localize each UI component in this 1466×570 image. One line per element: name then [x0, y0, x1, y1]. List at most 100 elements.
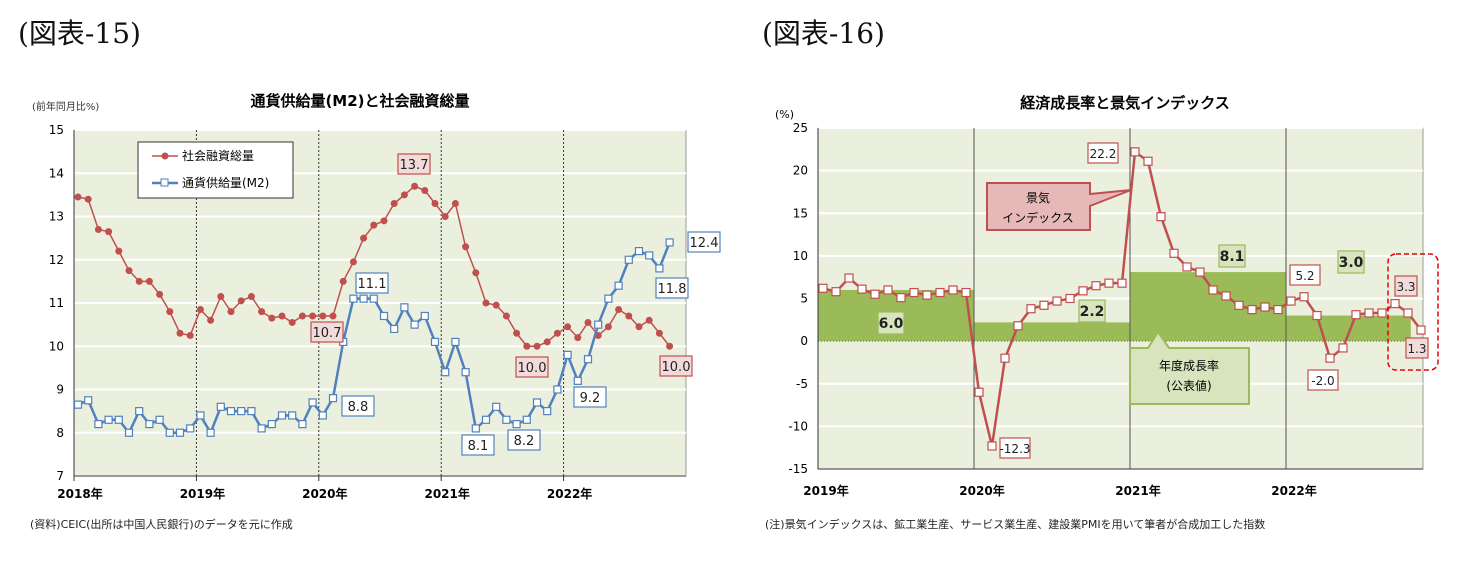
point-m2: [328, 394, 338, 403]
x-tick-label: 2019年: [180, 486, 225, 501]
point-m2: [502, 415, 511, 424]
point-tsf: [604, 323, 612, 331]
y-axis-unit: (%): [775, 108, 794, 121]
point-tsf: [186, 331, 194, 339]
annotation-label: -12.3: [999, 442, 1030, 456]
point-tsf: [380, 217, 388, 225]
point-index: [1260, 302, 1270, 312]
annotation-label: 10.7: [313, 326, 342, 341]
point-index: [1364, 308, 1374, 318]
point-m2: [532, 398, 542, 407]
point-index: [1052, 296, 1062, 306]
point-m2: [216, 402, 225, 411]
callout-growth-text2: (公表値): [1166, 378, 1211, 393]
point-index: [1338, 343, 1348, 353]
point-index: [909, 287, 919, 298]
annotation-label-box: [515, 356, 549, 378]
callout-index-text2: インデックス: [1002, 210, 1074, 225]
point-tsf: [360, 234, 368, 242]
point-m2: [492, 402, 501, 411]
point-m2: [441, 368, 450, 377]
annotation-label-box: [573, 386, 607, 408]
annotation-label: 8.8: [348, 400, 369, 415]
point-index: [1273, 304, 1283, 315]
point-index: [987, 441, 997, 451]
point-m2: [543, 407, 552, 416]
point-m2: [430, 337, 440, 347]
point-index: [1026, 304, 1036, 314]
point-index: [1208, 285, 1218, 295]
point-m2: [655, 264, 664, 273]
point-tsf: [370, 221, 378, 229]
point-index: [1091, 281, 1101, 291]
figure-15-label: (図表-15): [18, 17, 141, 50]
chart-growth-index: 経済成長率と景気インデックス (%) -15 -10 -5 0 5 10 15 20 25 2019年…: [775, 94, 1439, 498]
point-m2: [410, 320, 419, 329]
annual-growth-bar: [974, 322, 1130, 342]
point-tsf: [135, 277, 143, 285]
point-m2: [645, 251, 654, 260]
point-tsf: [207, 316, 215, 324]
point-index: [1156, 212, 1166, 222]
annual-label-box: [1218, 244, 1246, 268]
point-tsf: [339, 277, 347, 285]
point-tsf: [462, 243, 470, 251]
callout-index-text1: 景気: [1026, 190, 1050, 205]
y-tick-label: 7: [56, 469, 64, 483]
annotation-label-box: [659, 355, 693, 377]
y-tick-label: 15: [49, 123, 64, 137]
point-m2: [73, 400, 83, 409]
point-tsf: [666, 342, 674, 350]
point-tsf: [523, 342, 531, 350]
point-tsf: [309, 312, 317, 320]
point-tsf: [421, 187, 429, 195]
figure-16-label: (図表-16): [762, 17, 885, 50]
point-tsf: [655, 329, 663, 337]
point-tsf: [502, 312, 510, 320]
point-tsf: [166, 308, 174, 316]
point-tsf: [513, 329, 521, 337]
y-tick-label: 12: [49, 253, 64, 267]
y-tick-label: -15: [788, 462, 808, 476]
point-m2: [104, 415, 113, 424]
x-tick-label: 2020年: [302, 486, 347, 501]
callout-growth: [1129, 330, 1250, 405]
point-index: [1169, 248, 1179, 258]
x-tick-label: 2022年: [1271, 483, 1316, 498]
point-index: [883, 285, 893, 295]
point-m2: [451, 337, 460, 347]
chart-title: 通貨供給量(M2)と社会融資総量: [250, 92, 469, 110]
point-tsf: [625, 312, 633, 320]
point-tsf: [574, 334, 582, 342]
point-m2: [359, 294, 368, 303]
annotation-label: 9.2: [580, 391, 601, 406]
y-tick-label: 14: [49, 166, 64, 180]
annual-label: 8.1: [1220, 249, 1245, 265]
point-m2: [196, 411, 205, 420]
annotation-label-box: [1307, 369, 1339, 391]
point-tsf: [400, 191, 408, 199]
point-tsf: [196, 305, 204, 313]
point-m2: [135, 407, 144, 416]
point-tsf: [74, 193, 82, 201]
point-index: [1416, 325, 1426, 335]
point-tsf: [492, 301, 500, 309]
annual-label-box: [1337, 250, 1365, 274]
point-m2: [553, 385, 562, 394]
point-tsf: [635, 323, 643, 331]
point-index: [1013, 321, 1023, 331]
point-index: [1104, 278, 1114, 288]
point-index: [961, 287, 971, 298]
point-tsf: [329, 312, 337, 320]
point-tsf: [258, 308, 266, 316]
chart-title: 経済成長率と景気インデックス: [1020, 94, 1230, 112]
x-tick-label: 2020年: [959, 483, 1004, 498]
point-index: [1078, 286, 1088, 296]
point-index: [935, 287, 945, 298]
annotation-label: 12.4: [690, 236, 719, 251]
point-m2: [624, 255, 633, 264]
point-tsf: [145, 277, 153, 285]
point-m2: [145, 420, 154, 429]
point-index: [1299, 292, 1309, 302]
point-index: [857, 284, 867, 294]
